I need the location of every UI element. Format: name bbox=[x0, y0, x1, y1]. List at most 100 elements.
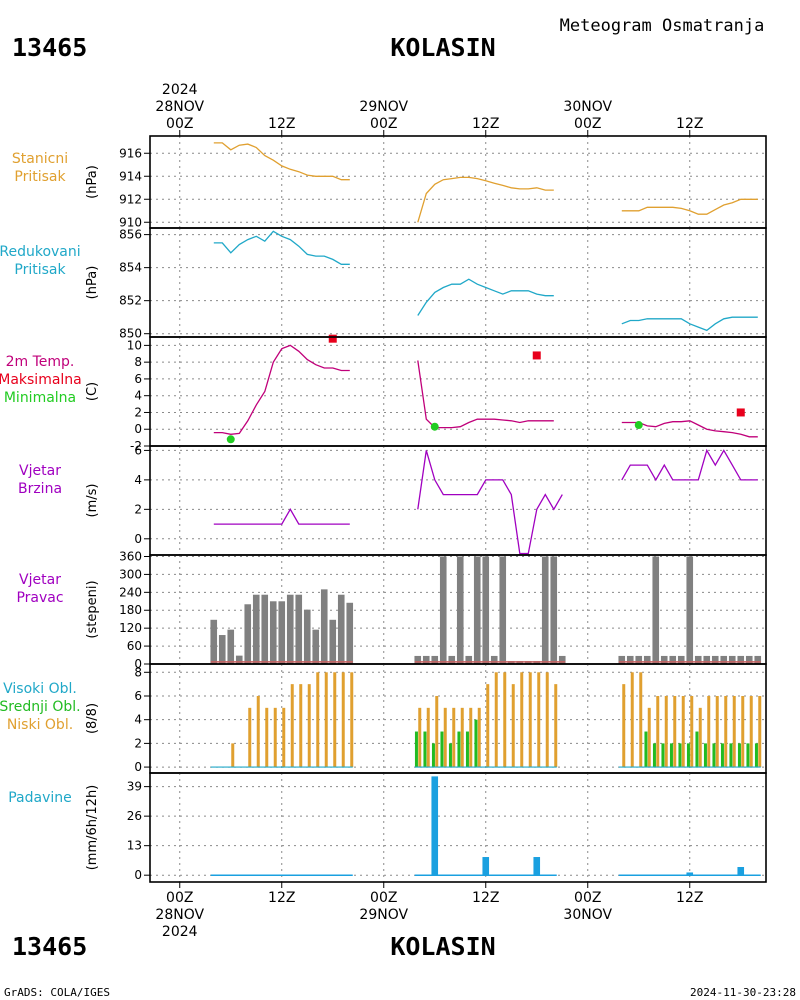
panel-cloud-cover: 0 2 4 6 8 (8/8) Visoki Obl. Srednji Obl. Niski O… bbox=[0, 663, 767, 774]
wind-dir-bar bbox=[550, 556, 558, 664]
wind-dir-bar bbox=[660, 655, 668, 664]
wind-dir-bar bbox=[737, 655, 745, 664]
cloud-low-bar bbox=[418, 707, 422, 768]
y-tick-label: 8 bbox=[134, 355, 142, 369]
wind-dir-bar bbox=[312, 629, 320, 664]
panel-label: Minimalna bbox=[4, 390, 76, 406]
wind-dir-bar bbox=[643, 655, 651, 664]
cloud-low-bar bbox=[477, 707, 481, 768]
series-line bbox=[417, 278, 554, 316]
y-axis-label: (m/s) bbox=[85, 484, 100, 518]
wind-dir-bar bbox=[210, 619, 218, 664]
hour-label-top: 00Z bbox=[370, 116, 397, 132]
wind-dir-bar bbox=[482, 556, 490, 664]
cloud-low-bar bbox=[256, 695, 260, 768]
cloud-low-bar bbox=[324, 672, 328, 768]
cloud-low-bar bbox=[511, 684, 515, 768]
wind-dir-bar bbox=[227, 629, 235, 664]
wind-dir-bar bbox=[218, 635, 226, 664]
date-label-top: 28NOV bbox=[155, 99, 204, 115]
wind-dir-bar bbox=[261, 594, 269, 664]
wind-dir-bar bbox=[754, 655, 762, 664]
series-line bbox=[417, 176, 554, 223]
wind-dir-bar bbox=[652, 556, 660, 664]
cloud-low-bar bbox=[452, 707, 456, 768]
y-tick-label: -2 bbox=[130, 439, 142, 453]
cloud-mid-bar bbox=[448, 743, 452, 768]
precip-bar bbox=[533, 857, 541, 876]
wind-dir-bar bbox=[728, 655, 736, 664]
wind-dir-bar bbox=[448, 655, 456, 664]
y-tick-label: 6 bbox=[134, 443, 142, 457]
wind-dir-bar bbox=[320, 589, 328, 664]
cloud-low-bar bbox=[341, 672, 345, 768]
wind-dir-bar bbox=[490, 655, 498, 664]
cloud-low-bar bbox=[732, 695, 736, 768]
series-line bbox=[213, 507, 350, 525]
cloud-low-bar bbox=[469, 707, 473, 768]
station-id-bottom: 13465 bbox=[12, 932, 87, 961]
cloud-low-bar bbox=[528, 672, 532, 768]
wind-dir-bar bbox=[295, 594, 303, 664]
product-title: Meteogram Osmatranja bbox=[560, 16, 765, 36]
y-tick-label: 6 bbox=[134, 689, 142, 703]
date-label-bottom: 29NOV bbox=[359, 907, 408, 923]
wind-dir-bar bbox=[694, 655, 702, 664]
hour-label-top: 12Z bbox=[268, 116, 295, 132]
series-line bbox=[621, 198, 758, 215]
cloud-mid-bar bbox=[652, 743, 656, 768]
cloud-low-bar bbox=[749, 695, 753, 768]
y-tick-label: 360 bbox=[119, 549, 142, 563]
y-tick-label: 4 bbox=[134, 713, 142, 727]
y-tick-label: 60 bbox=[127, 639, 142, 653]
wind-dir-bar bbox=[635, 655, 643, 664]
y-tick-label: 912 bbox=[119, 192, 142, 206]
y-tick-label: 26 bbox=[127, 809, 142, 823]
series-line bbox=[213, 142, 350, 181]
panel-frame bbox=[149, 772, 767, 883]
cloud-mid-bar bbox=[678, 743, 682, 768]
cloud-mid-bar bbox=[465, 731, 469, 768]
panel-wind-direction: 0 60 120 180 240 300 360 (stepeni) Vjetar Pravac bbox=[16, 549, 767, 671]
min-marker bbox=[226, 435, 235, 444]
series-line bbox=[213, 230, 350, 265]
y-tick-label: 10 bbox=[127, 338, 142, 352]
series-line bbox=[417, 360, 554, 429]
panel-label: Pravac bbox=[16, 590, 63, 606]
precip-bar bbox=[737, 867, 745, 876]
precip-bar bbox=[482, 857, 490, 876]
station-name-top: KOLASIN bbox=[390, 33, 495, 62]
wind-dir-bar bbox=[456, 556, 464, 664]
cloud-low-bar bbox=[494, 672, 498, 768]
max-marker bbox=[532, 351, 541, 360]
panel-label: Redukovani bbox=[0, 244, 81, 260]
max-marker bbox=[736, 408, 745, 417]
wind-dir-bar bbox=[431, 655, 439, 664]
y-tick-label: 850 bbox=[119, 327, 142, 341]
hour-label-top: 00Z bbox=[574, 116, 601, 132]
date-label-bottom: 30NOV bbox=[563, 907, 612, 923]
cloud-low-bar bbox=[758, 695, 762, 768]
wind-dir-bar bbox=[541, 556, 549, 664]
wind-dir-bar bbox=[558, 655, 566, 664]
cloud-low-bar bbox=[307, 684, 311, 768]
min-marker bbox=[634, 421, 643, 430]
cloud-low-bar bbox=[554, 684, 558, 768]
y-tick-label: 4 bbox=[134, 389, 142, 403]
hour-label-bottom: 00Z bbox=[574, 890, 601, 906]
cloud-low-bar bbox=[282, 707, 286, 768]
panel-label: 2m Temp. bbox=[6, 354, 75, 370]
cloud-mid-bar bbox=[669, 743, 673, 768]
y-tick-label: 240 bbox=[119, 585, 142, 599]
y-tick-label: 852 bbox=[119, 294, 142, 308]
min-marker bbox=[430, 422, 439, 431]
panel-label: Visoki Obl. bbox=[3, 681, 77, 697]
wind-dir-bar bbox=[465, 655, 473, 664]
cloud-mid-bar bbox=[440, 731, 444, 768]
series-line bbox=[417, 450, 563, 555]
y-tick-label: 0 bbox=[134, 760, 142, 774]
y-tick-label: 856 bbox=[119, 228, 142, 242]
panel-temperature: -2 0 2 4 6 8 10 (C) 2m Temp. Maksimalna Minimalna bbox=[0, 334, 767, 453]
wind-dir-bar bbox=[473, 556, 481, 664]
